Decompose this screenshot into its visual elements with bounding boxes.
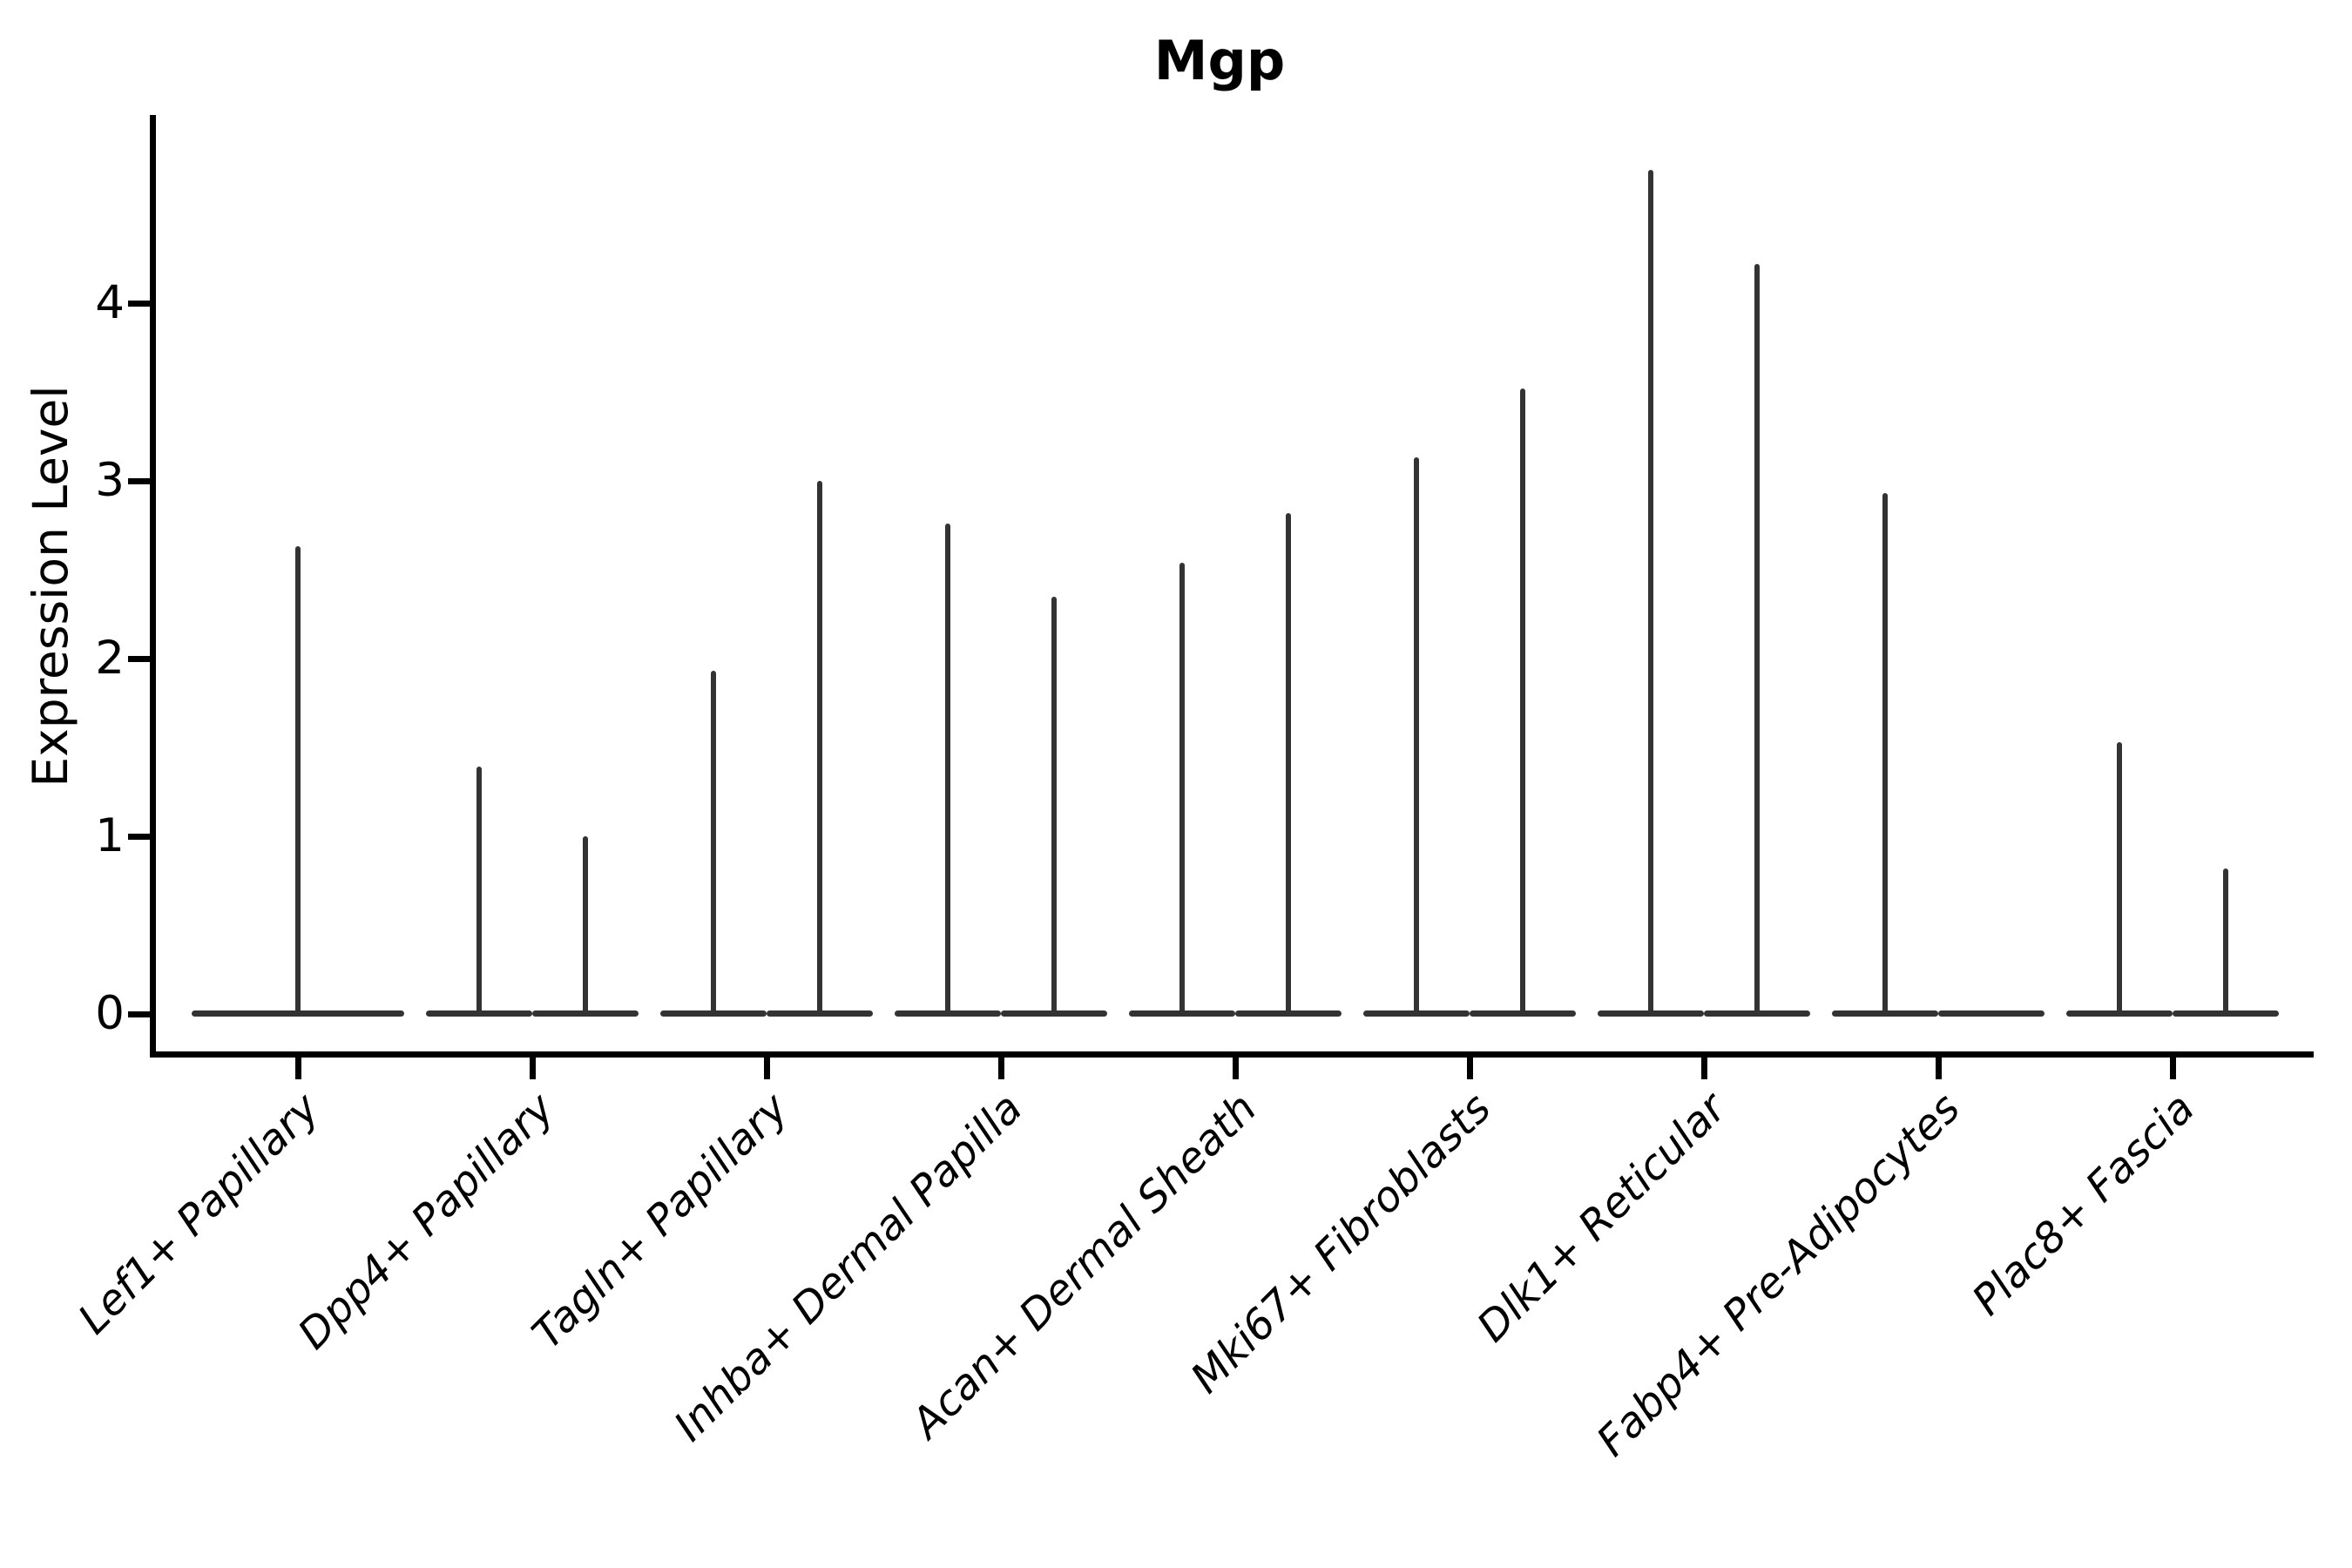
y-tick-mark xyxy=(128,656,150,662)
y-axis-label: Expression Level xyxy=(23,385,78,787)
violin-spike xyxy=(945,523,950,1016)
x-axis-spine xyxy=(150,1051,2314,1058)
x-tick-label: Plac8+ Fascia xyxy=(1963,1084,2204,1325)
chart-title: Mgp xyxy=(1153,29,1286,92)
y-axis-spine xyxy=(150,115,156,1058)
violin-spike xyxy=(1754,264,1760,1016)
violin-spike xyxy=(1414,457,1419,1016)
y-tick-label: 4 xyxy=(95,276,125,329)
violin-spike xyxy=(711,671,716,1016)
violin-spike xyxy=(1286,512,1291,1016)
x-tick-label: Dpp4+ Papillary xyxy=(288,1084,564,1359)
x-tick-mark xyxy=(764,1057,770,1079)
violin-spike xyxy=(1520,388,1525,1016)
x-tick-mark xyxy=(998,1057,1004,1079)
y-tick-label: 1 xyxy=(95,809,125,862)
violin-spike xyxy=(1051,596,1057,1016)
violin-spike xyxy=(1882,493,1888,1016)
x-tick-mark xyxy=(530,1057,536,1079)
y-tick-mark xyxy=(128,478,150,484)
violin-spike xyxy=(1179,562,1185,1016)
x-tick-mark xyxy=(1701,1057,1707,1079)
violin-spike xyxy=(295,546,301,1016)
x-tick-label: Tagln+ Papillary xyxy=(523,1084,798,1359)
violin-baseline xyxy=(1938,1010,2044,1017)
violin-spike xyxy=(1648,170,1653,1016)
x-tick-mark xyxy=(295,1057,301,1079)
x-tick-mark xyxy=(2170,1057,2176,1079)
x-tick-mark xyxy=(1936,1057,1942,1079)
y-tick-mark xyxy=(128,1011,150,1017)
violin-spike xyxy=(583,836,588,1016)
x-tick-label: Lef1+ Papillary xyxy=(69,1084,329,1344)
y-tick-label: 0 xyxy=(95,987,125,1040)
y-tick-label: 2 xyxy=(95,632,125,685)
y-tick-mark xyxy=(128,301,150,307)
x-tick-label: Dlk1+ Reticular xyxy=(1467,1084,1735,1352)
x-tick-mark xyxy=(1467,1057,1473,1079)
violin-spike xyxy=(817,481,822,1016)
y-tick-mark xyxy=(128,834,150,840)
violin-spike xyxy=(2117,741,2122,1016)
y-tick-label: 3 xyxy=(95,454,125,507)
x-tick-mark xyxy=(1233,1057,1239,1079)
violin-spike xyxy=(2223,868,2228,1016)
violin-spike xyxy=(476,767,482,1016)
